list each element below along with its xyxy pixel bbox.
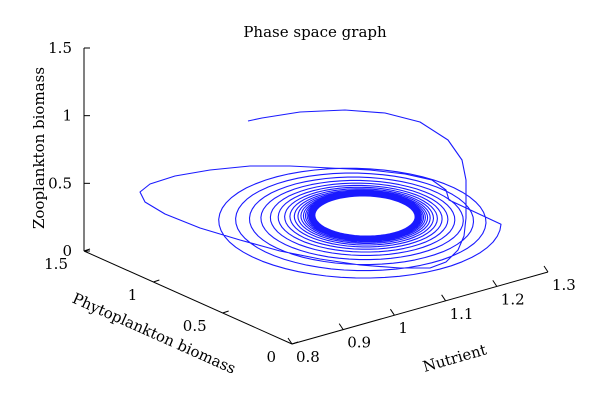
x-tick-label-2: 1	[398, 319, 408, 337]
x-axis-line	[291, 271, 549, 345]
y-axis-label: Phytoplankton biomass	[70, 289, 239, 377]
z-axis-label: Zooplankton biomass	[30, 67, 48, 229]
y-tick-label-0: 0	[266, 348, 276, 366]
y-tick-2	[153, 279, 160, 283]
x-tick-5	[543, 265, 549, 273]
y-tick-1	[222, 310, 229, 314]
x-tick-1	[338, 323, 344, 330]
x-tick-label-1: 0.9	[347, 334, 371, 352]
tick-label-group: 00.511.500.511.50.80.911.11.21.3	[44, 39, 576, 366]
y-axis-line	[83, 250, 293, 345]
z-tick-label-0: 0	[62, 242, 72, 260]
trajectory-series-line	[139, 109, 502, 279]
chart-title: Phase space graph	[243, 23, 387, 41]
z-tick-label-2: 1	[62, 107, 72, 125]
y-tick-label-1: 0.5	[183, 317, 207, 335]
x-tick-2	[389, 308, 395, 316]
x-tick-0	[287, 337, 293, 345]
x-axis-label: Nutrient	[421, 341, 489, 376]
x-tick-label-3: 1.1	[450, 305, 474, 323]
y-tick-3	[83, 248, 91, 252]
x-tick-label-0: 0.8	[296, 348, 320, 366]
x-tick-3	[441, 294, 447, 302]
z-tick-label-1: 0.5	[48, 174, 72, 192]
tick-group	[83, 47, 549, 345]
z-tick-label-3: 1.5	[48, 39, 72, 57]
y-tick-label-2: 1	[128, 286, 138, 304]
x-tick-label-5: 1.3	[552, 276, 576, 294]
x-tick-4	[492, 280, 498, 287]
y-tick-0	[291, 341, 299, 345]
x-tick-label-4: 1.2	[501, 290, 525, 308]
y-tick-label-3: 1.5	[44, 255, 68, 273]
